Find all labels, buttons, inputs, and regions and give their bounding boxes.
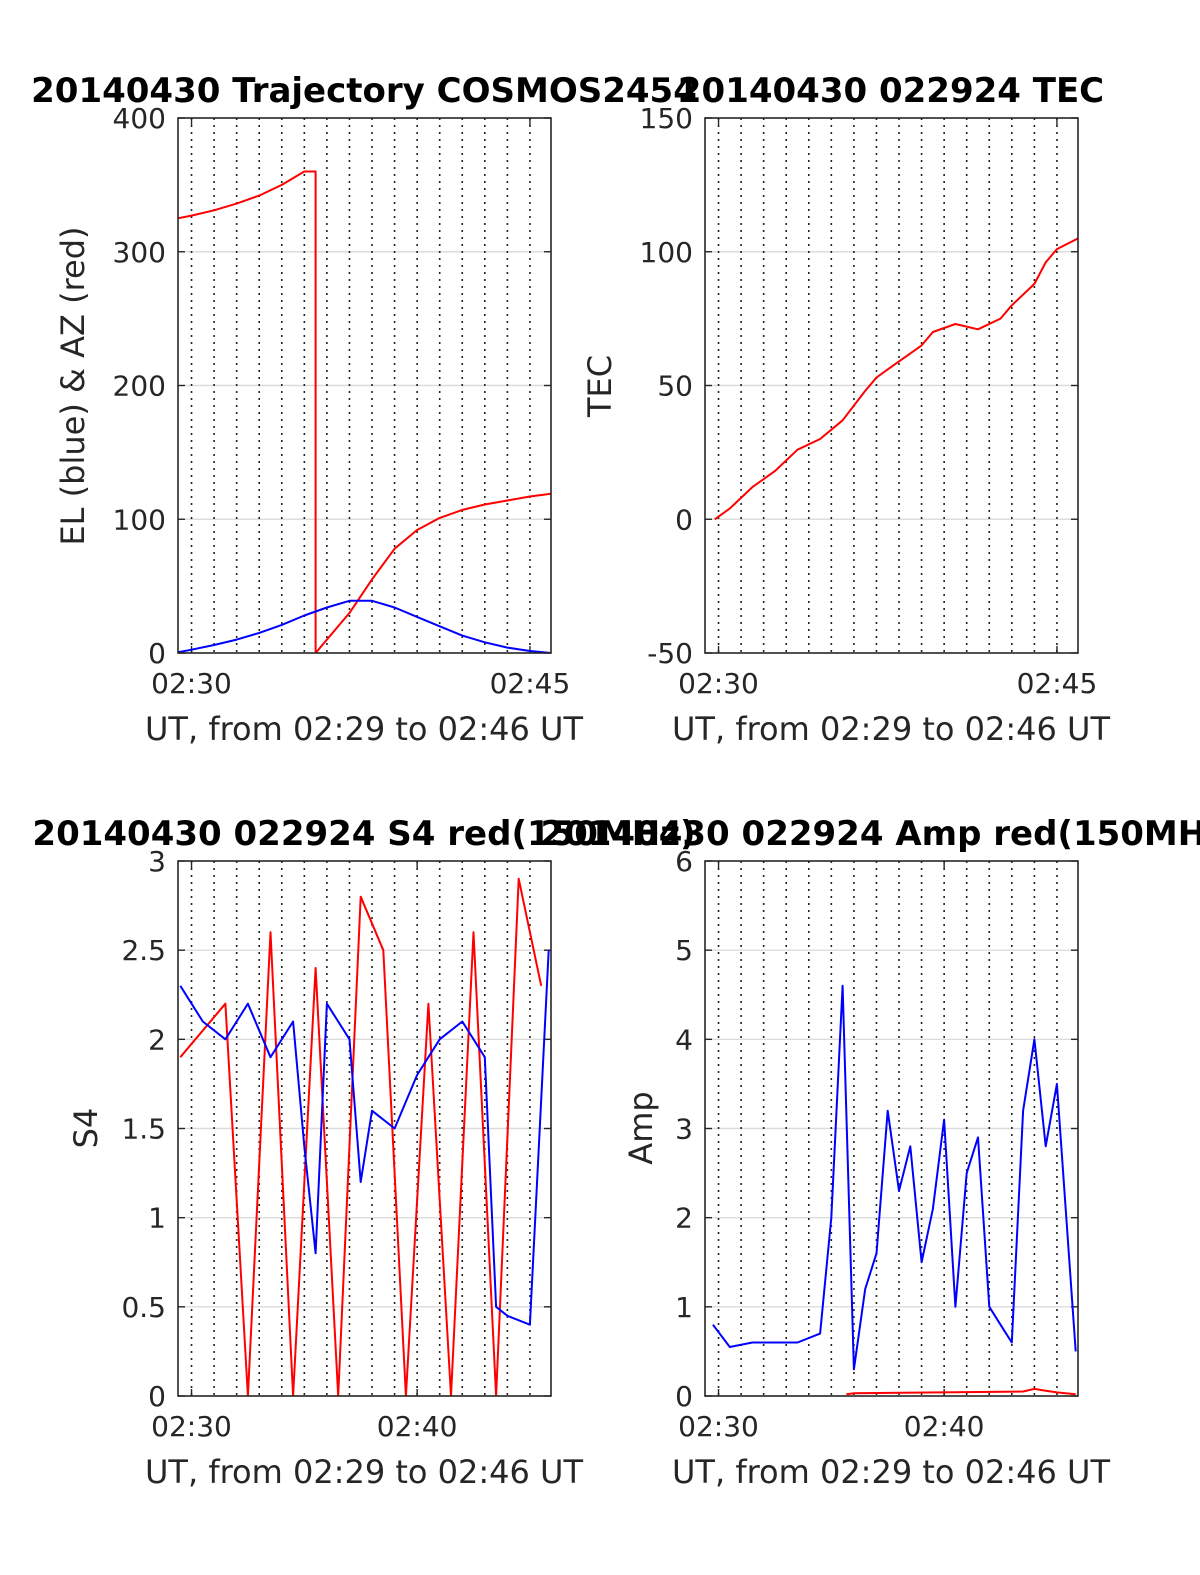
amp-plot-area: 0 1 2 3 4 5 6 02:30 02:40 [675, 845, 1079, 1443]
trajectory-series-1-line [178, 599, 551, 653]
s4-series-0-line [179, 877, 543, 1396]
tec-y-tick-label: 0 [675, 503, 693, 536]
s4-axes-frame [177, 860, 552, 1397]
tec-title: 20140430 022924 TEC [678, 71, 1104, 111]
tec-x-tick-label: 02:30 [678, 667, 759, 700]
s4-y-tick-label: 1 [148, 1202, 166, 1235]
amp-y-tick-label: 5 [675, 934, 693, 967]
s4-y-axis-label: S4 [67, 1108, 105, 1149]
trajectory-y-tick-label: 200 [113, 370, 166, 403]
tec-y-tick-label: 100 [640, 236, 693, 269]
s4-x-axis-label: UT, from 02:29 to 02:46 UT [145, 1453, 583, 1491]
tec-plot-area: -50 0 50 100 150 02:30 02:45 [640, 102, 1098, 700]
amp-series-0-line [846, 1387, 1076, 1396]
trajectory-axes-frame [177, 117, 552, 654]
trajectory-y-tick-label: 100 [113, 503, 166, 536]
s4-y-tick-label: 3 [148, 845, 166, 878]
trajectory-y-tick-label: 0 [148, 637, 166, 670]
trajectory-title: 20140430 Trajectory COSMOS2454 [31, 71, 697, 111]
amp-panel: 0 1 2 3 4 5 6 02:30 02:40 20140430 022924 Amp re… [540, 814, 1200, 1491]
tec-series-0-line [714, 237, 1078, 521]
amp-y-tick-label: 1 [675, 1291, 693, 1324]
s4-plot-area: 0 0.5 1 1.5 2 2.5 3 02:30 02:40 [121, 845, 552, 1443]
s4-series-1-line [179, 950, 550, 1326]
amp-y-tick-label: 2 [675, 1202, 693, 1235]
s4-y-tick-label: 2.5 [121, 934, 166, 967]
tec-y-tick-label: 150 [640, 102, 693, 135]
trajectory-y-tick-label: 300 [113, 236, 166, 269]
amp-y-tick-label: 3 [675, 1113, 693, 1146]
trajectory-series-0-line [178, 170, 551, 653]
s4-panel: 0 0.5 1 1.5 2 2.5 3 02:30 02:40 20140430 022924 … [32, 814, 695, 1491]
amp-y-tick-label: 0 [675, 1380, 693, 1413]
amp-series-1-line [712, 984, 1077, 1371]
amp-title: 20140430 022924 Amp red(150MHz) [540, 814, 1200, 854]
s4-y-tick-label: 2 [148, 1023, 166, 1056]
amp-x-axis-label: UT, from 02:29 to 02:46 UT [672, 1453, 1110, 1491]
amp-y-axis-label: Amp [622, 1091, 660, 1164]
s4-y-tick-label: 0.5 [121, 1291, 166, 1324]
trajectory-plot-area: 0 100 200 300 400 02:30 02:45 [113, 102, 571, 700]
s4-title: 20140430 022924 S4 red(150MHz) [32, 814, 695, 854]
tec-y-tick-label: 50 [657, 370, 693, 403]
amp-x-tick-label: 02:30 [678, 1410, 759, 1443]
tec-x-axis-label: UT, from 02:29 to 02:46 UT [672, 710, 1110, 748]
s4-y-tick-label: 1.5 [121, 1113, 166, 1146]
tec-panel: -50 0 50 100 150 02:30 02:45 20140430 022924 T… [581, 71, 1110, 748]
trajectory-x-axis-label: UT, from 02:29 to 02:46 UT [145, 710, 583, 748]
s4-y-tick-label: 0 [148, 1380, 166, 1413]
trajectory-x-tick-label: 02:30 [151, 667, 232, 700]
amp-x-tick-label: 02:40 [904, 1410, 985, 1443]
s4-x-tick-label: 02:40 [377, 1410, 458, 1443]
trajectory-y-axis-label: EL (blue) & AZ (red) [54, 226, 92, 545]
amp-axes-frame [704, 860, 1079, 1397]
trajectory-y-tick-label: 400 [113, 102, 166, 135]
tec-axes-frame [704, 117, 1079, 654]
tec-y-axis-label: TEC [581, 355, 619, 418]
tec-y-tick-label: -50 [647, 637, 693, 670]
amp-y-tick-label: 4 [675, 1023, 693, 1056]
s4-x-tick-label: 02:30 [151, 1410, 232, 1443]
trajectory-x-tick-label: 02:45 [490, 667, 571, 700]
amp-y-tick-label: 6 [675, 845, 693, 878]
tec-x-tick-label: 02:45 [1017, 667, 1098, 700]
trajectory-panel: 0 100 200 300 400 02:30 02:45 20140430 Traject… [31, 71, 697, 748]
